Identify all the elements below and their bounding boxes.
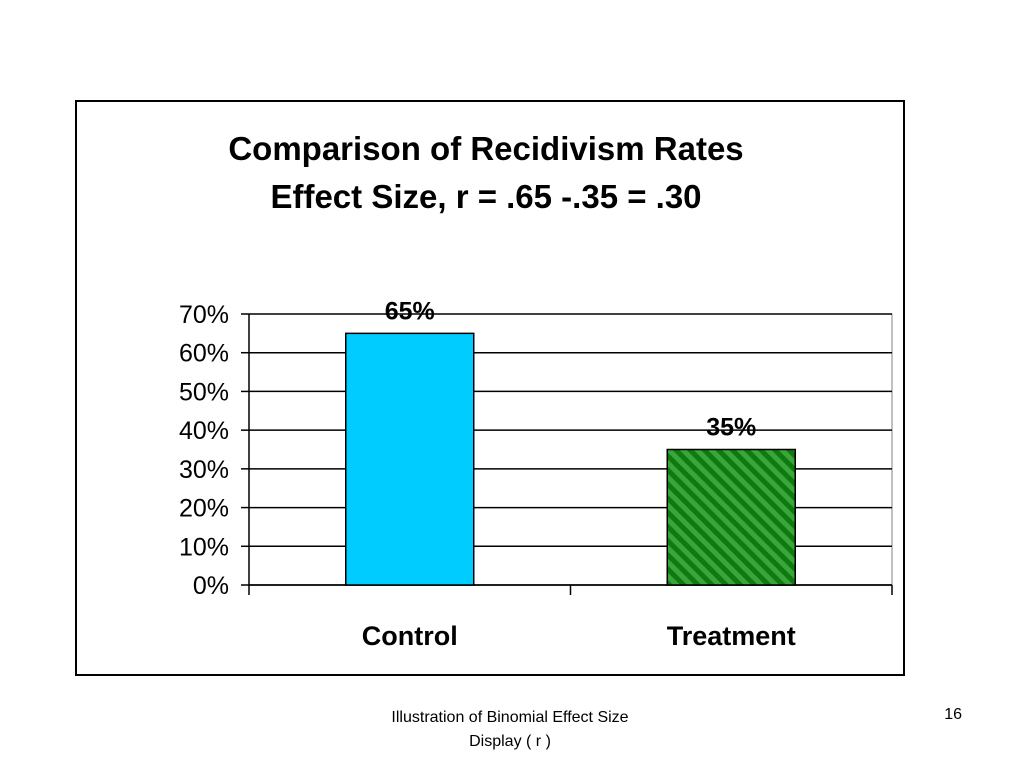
y-tick-label: 30% [179,456,229,484]
chart-subtitle: Effect Size, r = .65 -.35 = .30 [270,178,701,215]
y-tick-label: 50% [179,378,229,406]
chart-title: Comparison of Recidivism Rates [228,130,743,167]
slide-caption-line-1: Illustration of Binomial Effect Size [391,709,629,726]
data-labels: 65% 35% [385,297,757,441]
x-category-label-treatment: Treatment [667,621,796,651]
y-axis-title: Recidivism Rate [108,355,138,564]
y-tick-label: 10% [179,533,229,561]
y-tick-label: 0% [193,572,229,600]
bar-treatment [666,448,796,586]
slide-caption: Illustration of Binomial Effect Size Dis… [340,706,680,754]
bars [345,332,796,586]
y-tick-label: 70% [179,301,229,329]
data-label-treatment: 35% [706,414,756,442]
chart-frame: Comparison of Recidivism Rates Effect Si… [75,100,905,676]
y-tick-label: 40% [179,417,229,445]
data-label-control: 65% [385,297,435,325]
slide-caption-line-2: Display ( r ) [469,733,551,750]
y-axis-title-wrap: Recidivism Rate [108,355,138,564]
x-axis-labels: Control Treatment [362,621,796,651]
page-number: 16 [944,706,962,723]
x-category-label-control: Control [362,621,458,651]
y-axis-ticks: 0% 10% 20% 30% 40% 50% 60% 70% [179,301,893,600]
y-tick-label: 20% [179,495,229,523]
bar-chart: Comparison of Recidivism Rates Effect Si… [108,130,893,651]
bar-control [345,332,475,586]
y-tick-label: 60% [179,340,229,368]
